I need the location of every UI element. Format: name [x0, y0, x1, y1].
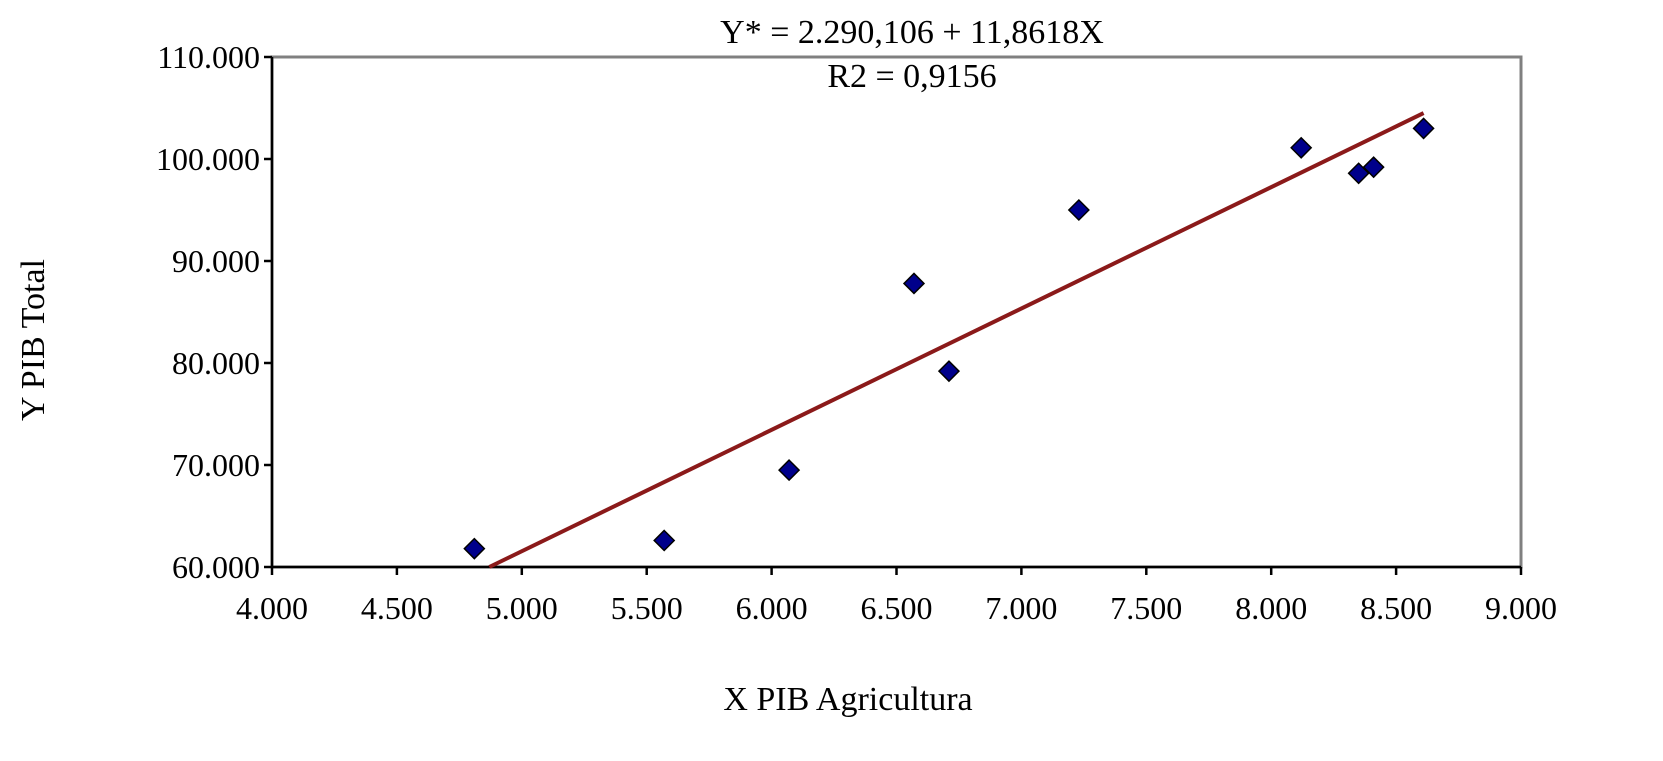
- x-tick-label: 6.000: [736, 590, 808, 626]
- x-axis-ticks: 4.000 4.500 5.000 5.500 6.000 6.500 7.000 7.500…: [236, 567, 1557, 626]
- data-point-marker: [778, 459, 801, 482]
- y-tick-label: 70.000: [172, 447, 260, 483]
- data-point-marker: [1347, 162, 1370, 185]
- data-point-marker: [902, 272, 926, 295]
- x-tick-label: 9.000: [1485, 590, 1557, 626]
- x-tick-label: 4.000: [236, 590, 308, 626]
- data-point-marker: [1067, 198, 1090, 222]
- data-point-marker: [1412, 117, 1435, 140]
- data-point-marker: [463, 537, 486, 560]
- x-tick-label: 4.500: [361, 590, 433, 626]
- y-axis-title: Y PIB Total: [15, 259, 52, 421]
- y-tick-label: 110.000: [157, 39, 260, 75]
- plot-frame: [270, 55, 1523, 569]
- data-point-marker: [653, 529, 676, 552]
- x-tick-label: 5.000: [486, 590, 558, 626]
- r2-annotation: R2 = 0,9156: [827, 58, 996, 95]
- x-tick-label: 7.500: [1110, 590, 1182, 626]
- x-axis-title: X PIB Agricultura: [723, 681, 972, 718]
- trendline-group: [488, 111, 1425, 569]
- x-tick-label: 7.000: [985, 590, 1057, 626]
- y-axis-ticks: 60.000 70.000 80.000 90.000 100.000 110.000: [156, 39, 272, 585]
- data-point-marker: [1290, 136, 1313, 159]
- x-tick-label: 6.500: [861, 590, 933, 626]
- y-tick-label: 60.000: [172, 549, 260, 585]
- y-tick-label: 80.000: [172, 345, 260, 381]
- trendline: [488, 111, 1425, 569]
- x-tick-label: 8.500: [1360, 590, 1432, 626]
- equation-annotation: Y* = 2.290,106 + 11,8618X: [720, 14, 1104, 51]
- x-tick-label: 8.000: [1235, 590, 1307, 626]
- data-points: [463, 117, 1435, 560]
- data-point-marker: [1362, 156, 1385, 179]
- y-tick-label: 100.000: [156, 141, 260, 177]
- y-tick-label: 90.000: [172, 243, 260, 279]
- data-point-marker: [937, 360, 961, 383]
- x-tick-label: 5.500: [611, 590, 683, 626]
